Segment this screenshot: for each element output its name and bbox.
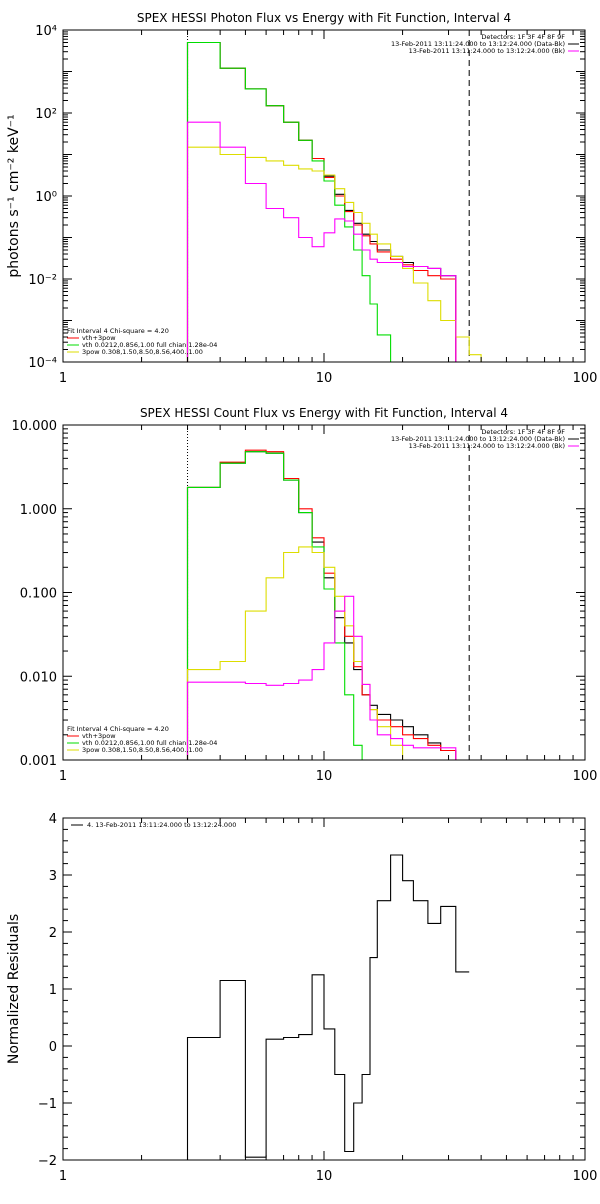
- y-tick-label: 10⁴: [35, 24, 57, 39]
- series-4-step: [186, 546, 428, 760]
- x-tick-label: 1: [59, 1169, 67, 1184]
- y-tick-label: 10⁰: [35, 190, 57, 205]
- chart-panel-1: SPEX HESSI Photon Flux vs Energy with Fi…: [6, 11, 597, 386]
- legend-entry: Detectors: 1F 3F 4F 8F 9F: [481, 428, 565, 436]
- legend-entry: 4. 13-Feb-2011 13:11:24.000 to 13:12:24.…: [87, 821, 236, 829]
- fit-legend-entry: 3pow 0.308,1.50,8.50,8.56,400.,1.00: [82, 746, 203, 754]
- chart-panel-2: SPEX HESSI Count Flux vs Energy with Fit…: [12, 406, 598, 784]
- fit-legend-entry: vth 0.0212,0.856,1.00 full chian 1.28e-0…: [82, 341, 217, 349]
- x-tick-label: 10: [316, 769, 333, 784]
- series-2-step: [186, 41, 470, 362]
- x-tick-label: 10: [316, 371, 333, 386]
- fit-legend-entry: vth 0.0212,0.856,1.00 full chian 1.28e-0…: [82, 739, 217, 747]
- y-tick-label: 4: [49, 812, 57, 827]
- series-1-step: [186, 451, 470, 760]
- y-tick-label: 10⁻⁴: [28, 356, 57, 371]
- y-tick-label: 1: [49, 983, 57, 998]
- fit-legend-entry: 3pow 0.308,1.50,8.50,8.56,400.,1.00: [82, 348, 203, 356]
- series-1-step: [186, 41, 470, 362]
- y-axis-label: photons s⁻¹ cm⁻² keV⁻¹: [6, 114, 22, 277]
- y-tick-label: 0.100: [20, 587, 57, 602]
- y-tick-label: 1.000: [20, 503, 57, 518]
- y-tick-label: 10.000: [12, 419, 58, 434]
- chart-panel-3: Normalized Residuals 1 10 100 −2 −1 0 1 2 3 4 4. 13…: [6, 812, 597, 1184]
- chart-title: SPEX HESSI Photon Flux vs Energy with Fi…: [137, 11, 511, 25]
- plot-frame: [62, 29, 586, 363]
- series-3-step: [186, 451, 370, 760]
- series-5-step: [186, 595, 470, 760]
- series-5-step: [186, 121, 470, 362]
- x-tick-label: 100: [573, 769, 598, 784]
- y-tick-label: −2: [38, 1154, 57, 1169]
- y-tick-label: 0: [49, 1040, 57, 1055]
- legend-entry: 13-Feb-2011 13:11:24.000 to 13:12:24.000…: [409, 47, 565, 55]
- series-3-step: [186, 41, 403, 362]
- y-tick-label: 10⁻²: [28, 273, 57, 288]
- series-1-step: [186, 854, 470, 1160]
- x-tick-label: 10: [316, 1169, 333, 1184]
- x-tick-label: 100: [573, 371, 598, 386]
- x-tick-label: 1: [59, 769, 67, 784]
- legend-entry: 13-Feb-2011 13:11:24.000 to 13:12:24.000…: [409, 442, 565, 450]
- y-tick-label: 0.001: [20, 754, 57, 769]
- fit-legend-header: Fit Interval 4 Chi-square = 4.20: [67, 327, 169, 335]
- plot-frame: [62, 424, 586, 761]
- y-tick-label: 0.010: [20, 670, 57, 685]
- fit-legend-header: Fit Interval 4 Chi-square = 4.20: [67, 725, 169, 733]
- y-tick-label: 10²: [35, 107, 57, 122]
- x-tick-label: 100: [573, 1169, 598, 1184]
- y-tick-label: −1: [38, 1097, 57, 1112]
- y-tick-label: 2: [49, 926, 57, 941]
- fit-legend-entry: vth+3pow: [82, 334, 116, 342]
- y-axis-label: Normalized Residuals: [6, 914, 22, 1064]
- fit-legend-entry: vth+3pow: [82, 732, 116, 740]
- legend-entry: Detectors: 1F 3F 4F 8F 9F: [481, 33, 565, 41]
- x-tick-label: 1: [59, 371, 67, 386]
- legend-entry: 13-Feb-2011 13:11:24.000 to 13:12:24.000…: [391, 435, 565, 443]
- y-tick-label: 3: [49, 869, 57, 884]
- chart-title: SPEX HESSI Count Flux vs Energy with Fit…: [140, 406, 508, 420]
- series-4-step: [186, 146, 495, 362]
- legend-entry: 13-Feb-2011 13:11:24.000 to 13:12:24.000…: [391, 40, 565, 48]
- series-2-step: [186, 449, 470, 760]
